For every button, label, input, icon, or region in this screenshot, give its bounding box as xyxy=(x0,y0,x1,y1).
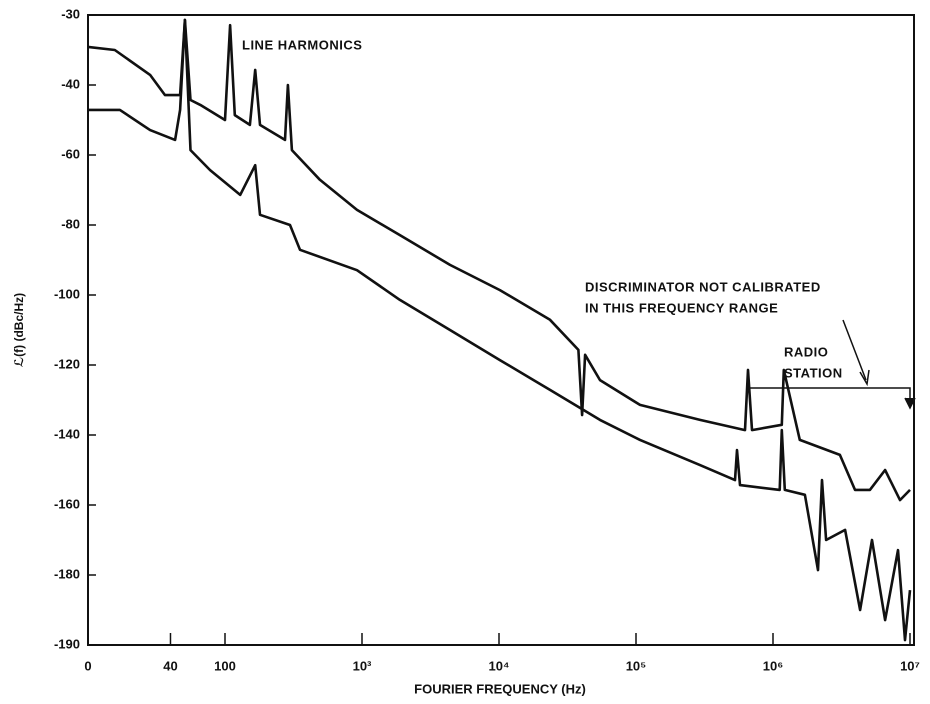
arrows xyxy=(750,319,916,410)
arrow-head xyxy=(859,369,870,387)
annotation: DISCRIMINATOR NOT CALIBRATED xyxy=(585,279,821,294)
y-tick-label: -40 xyxy=(61,76,80,91)
arrow-head xyxy=(904,397,916,410)
x-tick-label: 10⁶ xyxy=(763,658,783,673)
y-tick-label: -140 xyxy=(54,426,80,441)
arrow xyxy=(842,319,867,381)
y-axis-label: ℒ(f) (dBc/Hz) xyxy=(12,293,26,367)
annotation: STATION xyxy=(784,365,843,380)
series-line xyxy=(87,18,911,502)
x-tick-label: 10⁷ xyxy=(900,658,920,673)
x-tick-label: 10⁴ xyxy=(489,658,510,673)
y-tick-label: -100 xyxy=(54,286,80,301)
series-line xyxy=(88,18,912,642)
y-tick-label: -120 xyxy=(54,356,80,371)
plot-frame xyxy=(87,14,915,646)
x-axis-label: FOURIER FREQUENCY (Hz) xyxy=(414,681,586,696)
x-tick-label: 10⁵ xyxy=(626,658,647,673)
y-tick-label: -190 xyxy=(54,636,80,651)
x-tick-label: 100 xyxy=(214,658,236,673)
annotation: IN THIS FREQUENCY RANGE xyxy=(585,300,778,315)
y-tick-label: -180 xyxy=(54,566,80,581)
x-tick-label: 40 xyxy=(163,658,177,673)
y-tick-label: -30 xyxy=(61,6,80,21)
y-tick-label: -80 xyxy=(61,216,80,231)
annotation: LINE HARMONICS xyxy=(242,37,362,52)
y-tick-label: -160 xyxy=(54,496,80,511)
x-tick-label: 10³ xyxy=(353,658,372,673)
y-tick-label: -60 xyxy=(61,146,80,161)
x-tick-label: 0 xyxy=(84,658,91,673)
range-arrow xyxy=(750,387,911,406)
annotation: RADIO xyxy=(784,344,828,359)
